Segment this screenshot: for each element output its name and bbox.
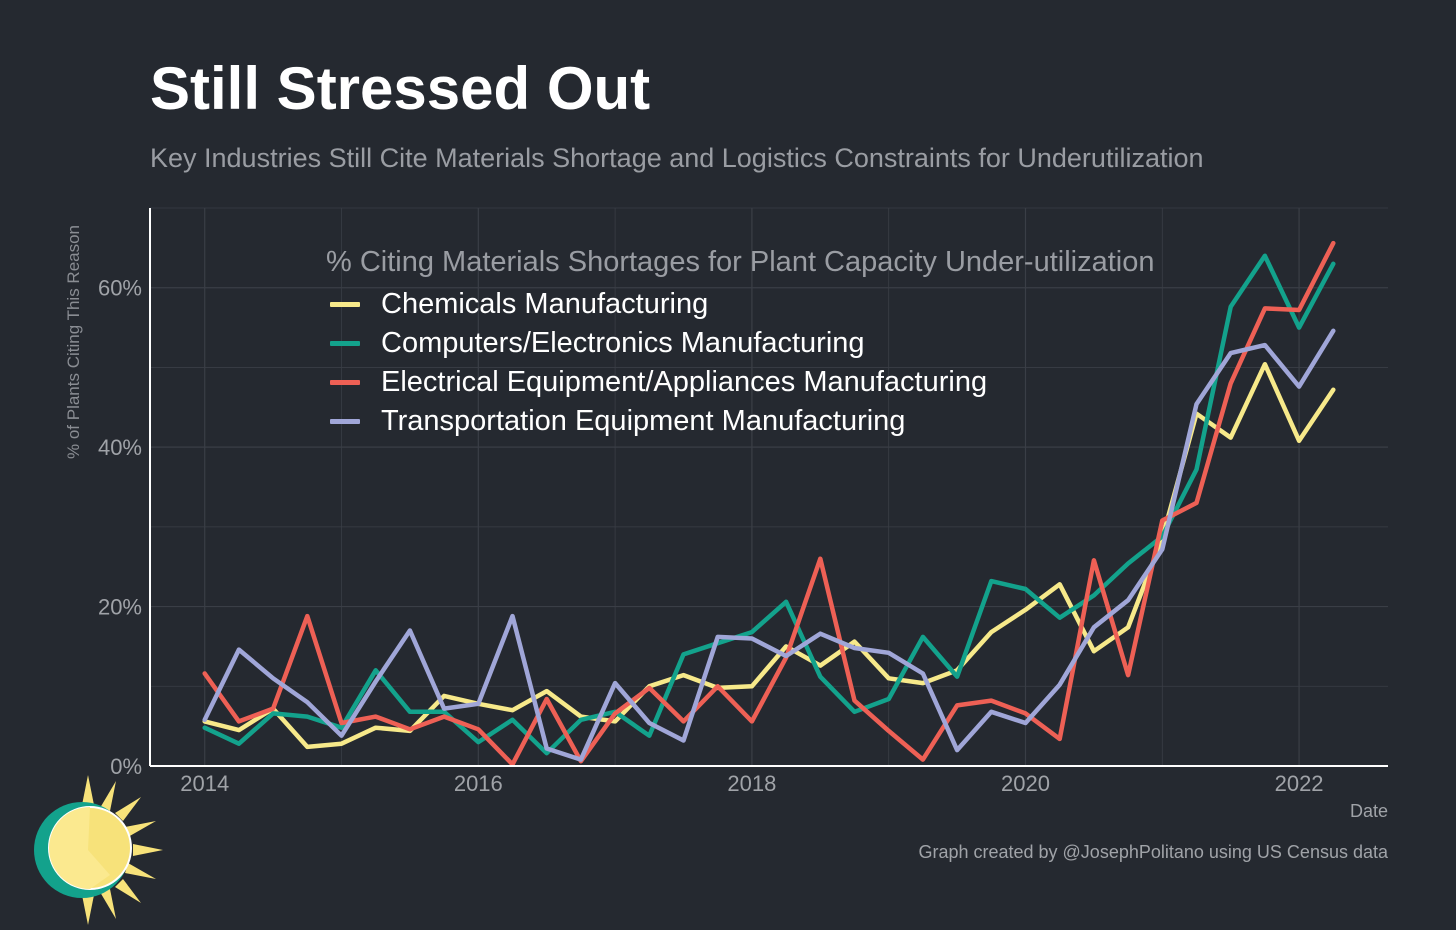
legend-swatch xyxy=(330,380,360,385)
legend-swatch xyxy=(330,341,360,346)
source-caption: Graph created by @JosephPolitano using U… xyxy=(918,842,1388,862)
x-tick-label: 2018 xyxy=(727,771,776,796)
series-line-3 xyxy=(202,240,1336,767)
x-tick-label: 2020 xyxy=(1001,771,1050,796)
legend-swatch xyxy=(330,419,360,424)
y-tick-label: 20% xyxy=(98,595,142,620)
x-tick-label: 2016 xyxy=(454,771,503,796)
legend-title: % Citing Materials Shortages for Plant C… xyxy=(326,246,1155,278)
legend-item-chemicals: Chemicals Manufacturing xyxy=(326,285,1154,324)
y-axis-label: % of Plants Citing This Reason xyxy=(64,224,83,460)
legend-label: Computers/Electronics Manufacturing xyxy=(381,327,865,359)
y-tick-label: 60% xyxy=(98,276,142,301)
legend-swatch xyxy=(330,302,360,307)
axis-layer xyxy=(149,208,1388,767)
y-tick-label: 40% xyxy=(98,435,142,460)
legend-item-transportation: Transportation Equipment Manufacturing xyxy=(326,402,1154,441)
chart-title: Still Stressed Out xyxy=(150,55,651,122)
series-line-1 xyxy=(202,361,1336,750)
grid-layer xyxy=(150,207,1388,766)
series-line-2 xyxy=(202,253,1336,756)
legend-item-electrical: Electrical Equipment/Appliances Manufact… xyxy=(326,363,1154,402)
legend-item-computers: Computers/Electronics Manufacturing xyxy=(326,324,1154,363)
x-axis-label: Date xyxy=(1349,801,1388,821)
legend-label: Electrical Equipment/Appliances Manufact… xyxy=(381,366,988,398)
legend: % Citing Materials Shortages for Plant C… xyxy=(326,246,1154,441)
sun-logo-icon xyxy=(34,775,163,925)
x-tick-label: 2014 xyxy=(180,771,229,796)
y-tick-label: 0% xyxy=(110,754,142,779)
legend-label: Transportation Equipment Manufacturing xyxy=(381,405,906,437)
x-tick-label: 2022 xyxy=(1275,771,1324,796)
chart-subtitle: Key Industries Still Cite Materials Shor… xyxy=(150,143,1204,173)
tick-label-layer: 2014 2016 2018 2020 2022 0% 20% 40% 60% xyxy=(98,276,1324,796)
legend-label: Chemicals Manufacturing xyxy=(381,288,709,320)
series-layer xyxy=(202,240,1336,767)
series-line-4 xyxy=(202,328,1336,762)
